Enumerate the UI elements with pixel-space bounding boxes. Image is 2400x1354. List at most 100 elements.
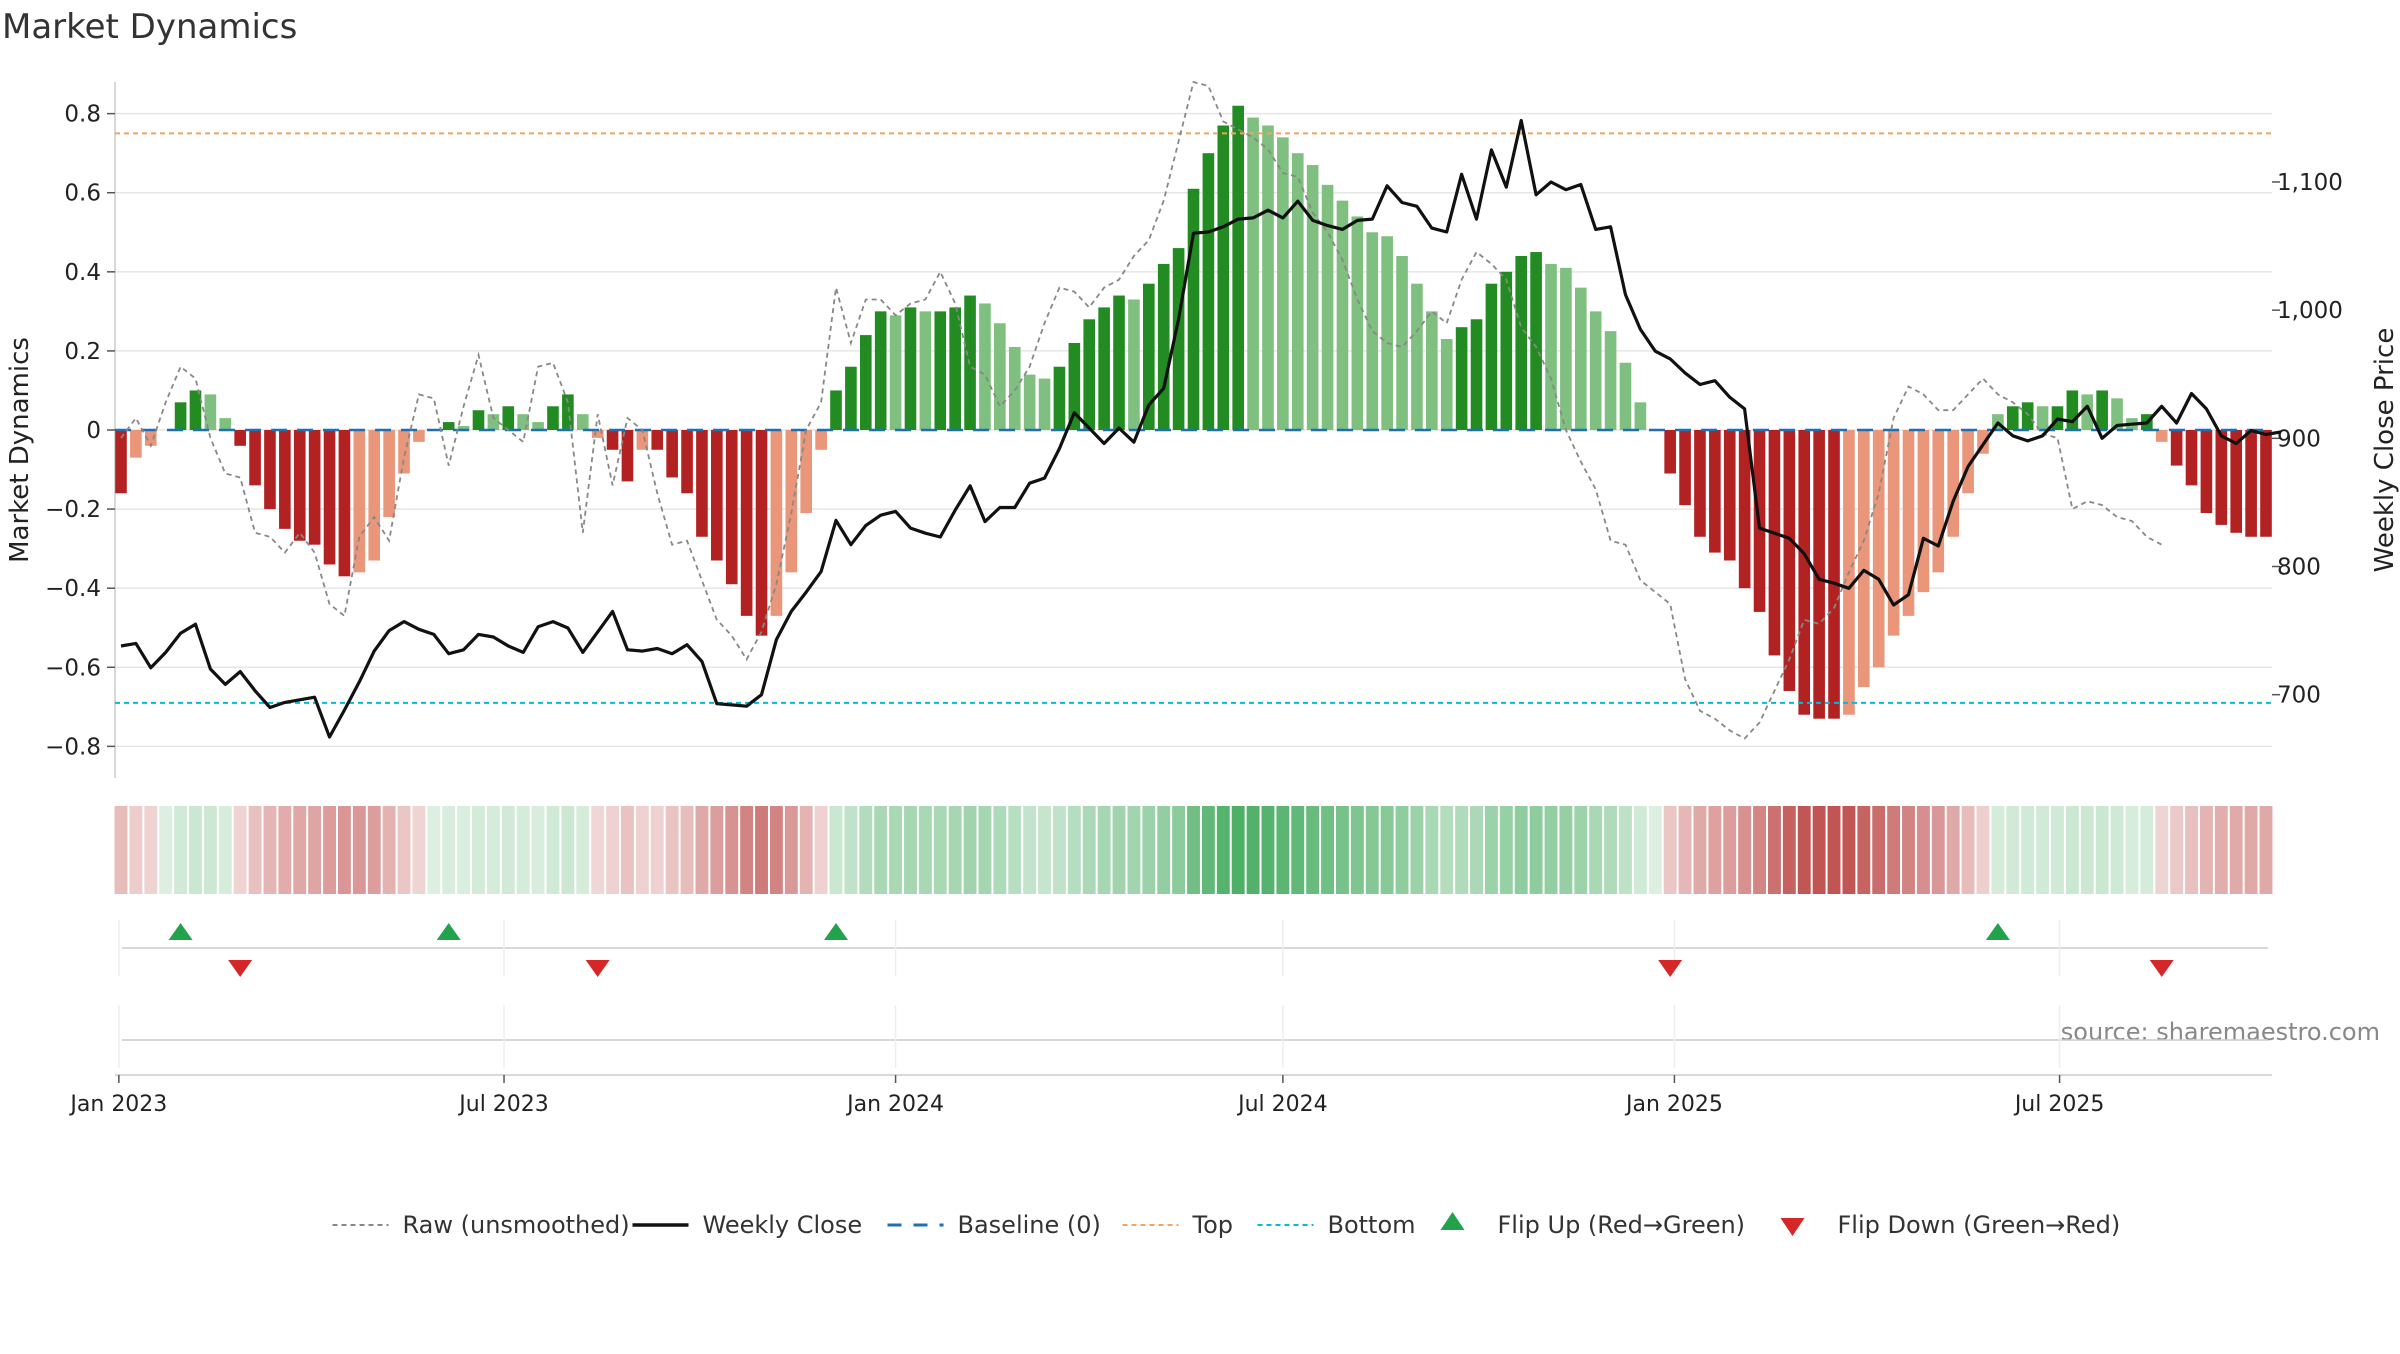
regime-strip-cell xyxy=(889,806,903,894)
regime-strip-cell xyxy=(2021,806,2035,894)
regime-strip-cell xyxy=(933,806,947,894)
regime-strip-cell xyxy=(1633,806,1647,894)
negative-bar xyxy=(383,430,395,517)
regime-strip-cell xyxy=(1470,806,1483,894)
regime-strip-cell xyxy=(1961,806,1975,894)
negative-bar xyxy=(1768,430,1781,656)
regime-strip-cell xyxy=(546,806,560,894)
regime-strip-cell xyxy=(1753,806,1766,894)
regime-strip-cell xyxy=(293,806,307,894)
positive-bar xyxy=(1351,216,1364,430)
regime-strip-cell xyxy=(248,806,262,894)
right-tick-label: 1,000 xyxy=(2277,298,2343,324)
x-tick-label: Jan 2024 xyxy=(845,1092,944,1117)
regime-strip-cell xyxy=(457,806,471,894)
regime-strip-cell xyxy=(308,806,322,894)
regime-strip-cell xyxy=(1946,806,1960,894)
regime-strip-cell xyxy=(1380,806,1394,894)
positive-bar xyxy=(472,410,485,430)
flip-down-marker xyxy=(228,960,253,977)
positive-bar xyxy=(1187,188,1200,430)
regime-strip-cell xyxy=(1112,806,1126,894)
negative-bar xyxy=(800,430,813,514)
negative-bar xyxy=(1679,430,1691,506)
regime-strip-cell xyxy=(1782,806,1796,894)
regime-strip-cell xyxy=(2036,806,2050,894)
regime-strip-cell xyxy=(1574,806,1588,894)
positive-bar xyxy=(2066,390,2079,430)
regime-strip-cell xyxy=(2214,806,2228,894)
regime-strip-cell xyxy=(1797,806,1811,894)
regime-strip-cell xyxy=(561,806,575,894)
positive-bar xyxy=(1098,307,1110,430)
positive-bar xyxy=(1023,374,1036,430)
positive-bar xyxy=(1485,283,1498,430)
positive-bar xyxy=(1128,299,1140,430)
negative-bar xyxy=(711,430,723,561)
regime-strip-cell xyxy=(1157,806,1171,894)
negative-bar xyxy=(2245,430,2257,537)
left-tick-label: 0.6 xyxy=(64,181,101,207)
regime-strip-cell xyxy=(442,806,456,894)
regime-strip-cell xyxy=(576,806,590,894)
regime-strip-cell xyxy=(129,806,143,894)
regime-strip-cell xyxy=(1544,806,1558,894)
positive-bar xyxy=(994,323,1006,430)
legend-item-flip-up: Flip Up (Red→Green) xyxy=(1440,1211,1745,1239)
positive-bar xyxy=(1068,343,1081,430)
regime-strip-cell xyxy=(472,806,485,894)
positive-bar xyxy=(1426,311,1438,430)
regime-strip-cell xyxy=(2065,806,2079,894)
regime-strip-cell xyxy=(1231,806,1245,894)
positive-bar xyxy=(1545,263,1557,430)
flip-up-marker xyxy=(436,923,461,940)
positive-bar xyxy=(1619,362,1632,430)
regime-strip-cell xyxy=(1052,806,1066,894)
positive-bar xyxy=(517,414,529,430)
legend-flip-down-label: Flip Down (Green→Red) xyxy=(1838,1211,2121,1239)
regime-strip-cell xyxy=(695,806,709,894)
right-tick-label: 1,100 xyxy=(2277,170,2343,196)
positive-bar xyxy=(1634,402,1647,430)
regime-strip-cell xyxy=(784,806,798,894)
flip-down-marker xyxy=(2149,960,2174,977)
positive-bar xyxy=(1455,327,1468,430)
regime-strip-cell xyxy=(918,806,932,894)
positive-bar xyxy=(1113,295,1125,430)
negative-bar xyxy=(1887,430,1900,636)
positive-bar xyxy=(874,311,887,430)
positive-bar xyxy=(1262,125,1274,430)
positive-bar xyxy=(1411,283,1423,430)
regime-strip-cell xyxy=(1291,806,1305,894)
negative-bar xyxy=(1694,430,1706,537)
negative-bar xyxy=(2155,430,2168,442)
regime-strip-cell xyxy=(1484,806,1498,894)
regime-strip-cell xyxy=(233,806,247,894)
x-tick-label: Jul 2025 xyxy=(2013,1092,2105,1117)
regime-strip-cell xyxy=(159,806,173,894)
legend-top-label: Top xyxy=(1192,1211,1234,1239)
regime-strip-cell xyxy=(1857,806,1871,894)
regime-strip-cell xyxy=(203,806,217,894)
positive-bar xyxy=(1306,165,1319,430)
positive-bar xyxy=(1604,331,1617,430)
legend-item-top: Top xyxy=(1122,1211,1234,1239)
regime-strip-cell xyxy=(665,806,679,894)
regime-strip-cell xyxy=(829,806,843,894)
flip-down-marker xyxy=(1658,960,1683,977)
regime-strip-cell xyxy=(2259,806,2273,894)
regime-strip-cell xyxy=(1827,806,1841,894)
regime-strip-cell xyxy=(397,806,411,894)
regime-strip-cell xyxy=(799,806,813,894)
positive-bar xyxy=(1053,366,1066,430)
regime-strip-cell xyxy=(1514,806,1528,894)
positive-bar xyxy=(1038,378,1051,430)
positive-bar xyxy=(442,422,455,430)
negative-bar xyxy=(398,430,410,474)
left-tick-label: 0.8 xyxy=(64,102,101,128)
negative-bar xyxy=(591,430,604,438)
positive-bar xyxy=(1157,263,1170,430)
regime-strip-cell xyxy=(1887,806,1901,894)
regime-strip-cell xyxy=(1440,806,1454,894)
regime-strip-cell xyxy=(1395,806,1409,894)
